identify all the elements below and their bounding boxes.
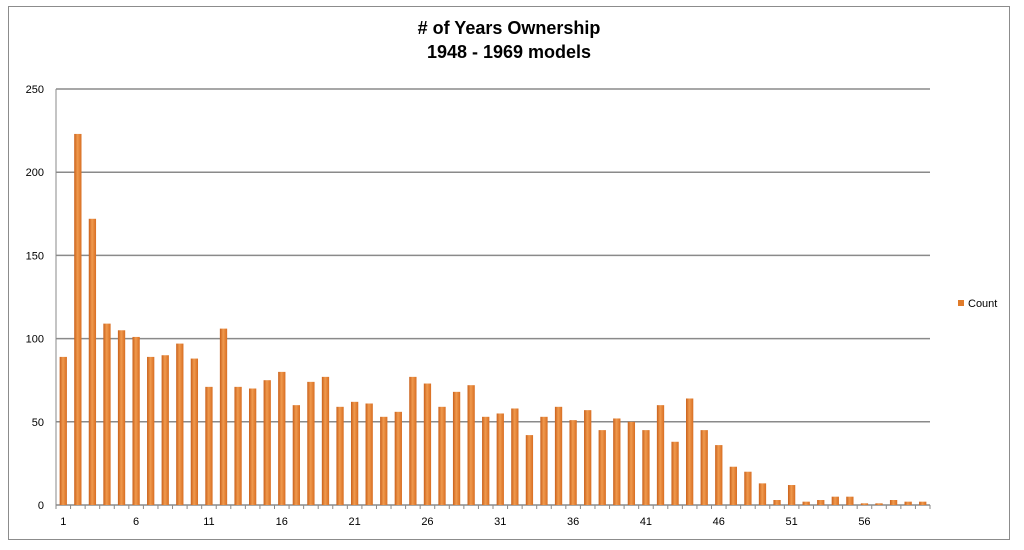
bar-23: [380, 416, 388, 505]
bar-19: [321, 376, 330, 505]
bar-45: [700, 430, 708, 505]
y-tick-label-100: 100: [26, 334, 44, 346]
legend-label-count: Count: [968, 298, 997, 310]
bar-53: [817, 500, 825, 505]
bar-51: [787, 485, 796, 505]
chart-frame: [8, 6, 1010, 540]
bar-27: [438, 406, 446, 505]
x-tick-label-51: 51: [785, 516, 797, 528]
bar-21: [350, 401, 359, 505]
bar-32: [511, 408, 519, 505]
x-tick-label-11: 11: [203, 516, 214, 528]
y-tick-label-150: 150: [26, 250, 44, 262]
bar-15: [263, 380, 271, 505]
bar-10: [190, 358, 199, 505]
bar-36: [569, 420, 577, 505]
y-tick-label-200: 200: [26, 167, 44, 179]
x-tick-label-36: 36: [567, 516, 579, 528]
bar-35: [554, 406, 563, 505]
bar-3: [88, 218, 97, 506]
bar-9: [176, 343, 184, 505]
bar-44: [686, 398, 694, 505]
chart-subtitle: 1948 - 1969 models: [426, 42, 592, 62]
bar-18: [307, 381, 315, 505]
bar-33: [525, 435, 534, 505]
bar-31: [496, 413, 504, 505]
x-tick-label-21: 21: [348, 516, 360, 528]
bar-11: [205, 386, 213, 505]
y-tick-label-0: 0: [38, 500, 44, 512]
bar-48: [744, 471, 752, 505]
bar-6: [132, 336, 140, 505]
bar-56: [860, 503, 869, 505]
y-tick-label-50: 50: [32, 417, 44, 429]
bar-1: [59, 356, 67, 505]
bar-16: [278, 371, 286, 505]
bar-13: [234, 386, 242, 505]
bar-25: [409, 376, 417, 505]
x-tick-label-46: 46: [713, 516, 725, 528]
chart-title: # of Years Ownership: [417, 18, 601, 38]
bar-58: [889, 500, 898, 505]
axes: [55, 89, 931, 509]
bar-55: [846, 496, 854, 505]
x-tick-label-6: 6: [133, 516, 139, 528]
bar-43: [671, 441, 679, 505]
legend: Count: [958, 298, 997, 310]
bar-42: [656, 405, 665, 505]
bar-7: [147, 356, 155, 505]
bar-57: [875, 503, 883, 505]
bar-12: [219, 328, 228, 505]
bar-47: [729, 466, 737, 505]
x-tick-label-31: 31: [494, 516, 506, 528]
bar-17: [292, 405, 300, 505]
x-tick-label-16: 16: [276, 516, 288, 528]
legend-swatch: [958, 300, 964, 306]
bar-37: [584, 410, 592, 505]
y-tick-label-250: 250: [26, 84, 44, 96]
y-tick-labels: 0 50 100 150 200 250: [26, 84, 44, 512]
bar-34: [540, 416, 548, 505]
bar-26: [423, 383, 432, 505]
bar-4: [103, 323, 111, 505]
bar-29: [467, 385, 475, 505]
bar-38: [598, 430, 606, 505]
chart-title-block: # of Years Ownership 1948 - 1969 models: [0, 16, 1018, 64]
bar-50: [773, 500, 781, 505]
bar-20: [336, 406, 344, 505]
bar-59: [904, 501, 912, 505]
x-tick-label-56: 56: [858, 516, 870, 528]
bar-28: [452, 391, 461, 505]
x-tick-labels: 1 6 11 16 21 26 31 36 41 46 51 56: [60, 516, 870, 528]
bar-40: [627, 421, 636, 505]
bars: [59, 133, 927, 506]
x-tick-label-26: 26: [421, 516, 433, 528]
bar-22: [365, 403, 373, 505]
bar-54: [831, 496, 839, 505]
bar-49: [758, 483, 767, 505]
bar-60: [919, 501, 927, 505]
x-tick-label-41: 41: [640, 516, 652, 528]
bar-24: [394, 411, 402, 505]
x-tick-label-1: 1: [60, 516, 66, 528]
bar-52: [802, 501, 810, 505]
gridlines: [56, 88, 930, 423]
bar-8: [161, 355, 169, 505]
bar-2: [74, 133, 82, 505]
bar-41: [642, 430, 650, 505]
bar-5: [117, 330, 126, 505]
bar-46: [715, 445, 723, 505]
bar-14: [249, 388, 257, 505]
bar-30: [482, 416, 490, 505]
bar-39: [613, 418, 621, 505]
